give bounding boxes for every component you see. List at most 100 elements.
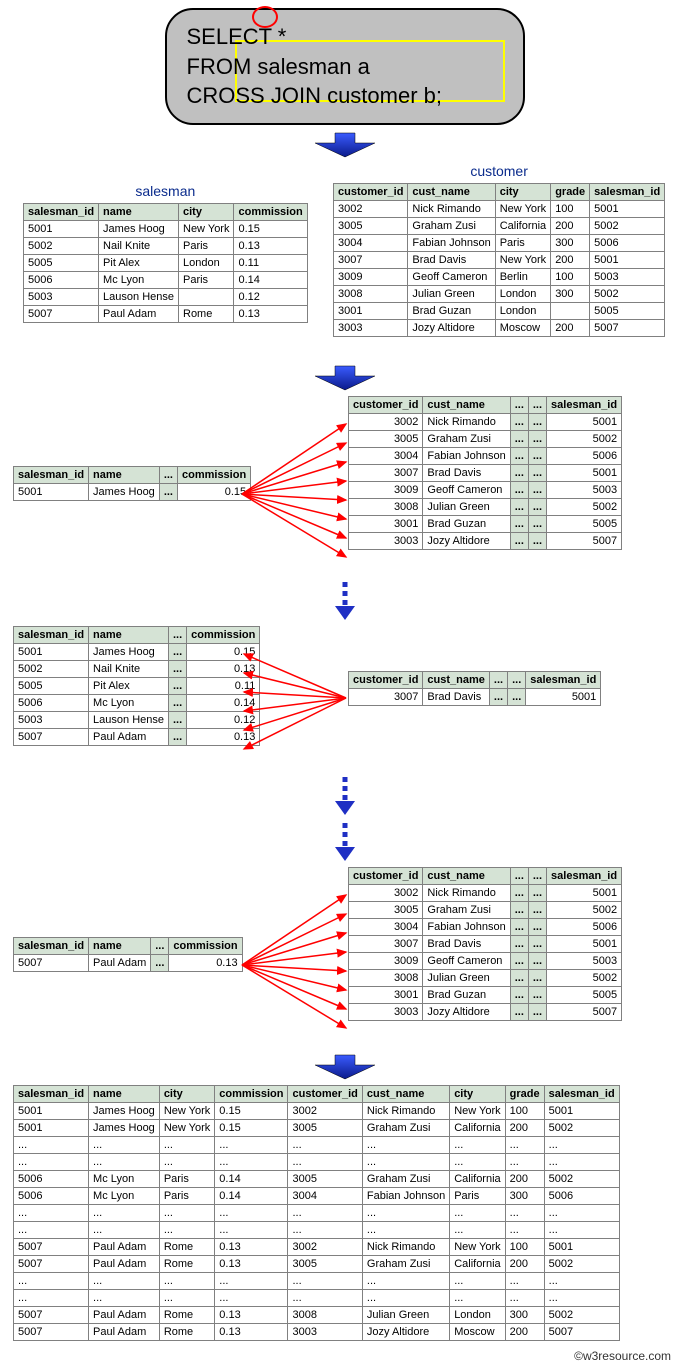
table-cell: 0.13 xyxy=(215,1256,288,1273)
table-cell: 5007 xyxy=(590,320,665,337)
table-cell: 5001 xyxy=(544,1103,619,1120)
table-cell: 5006 xyxy=(14,1171,89,1188)
table-cell: 0.13 xyxy=(215,1307,288,1324)
column-header: city xyxy=(159,1086,214,1103)
table-cell: 200 xyxy=(505,1256,544,1273)
table-cell: 3005 xyxy=(288,1120,362,1137)
down-arrow-2 xyxy=(8,362,681,392)
table-cell: 0.12 xyxy=(234,289,307,306)
table-row: ........................... xyxy=(14,1290,620,1307)
table-cell: Nick Rimando xyxy=(362,1103,449,1120)
table-cell: 3008 xyxy=(334,286,408,303)
salesman-table: salesman_idnamecitycommission5001James H… xyxy=(23,203,308,323)
table-cell: ... xyxy=(215,1137,288,1154)
table-row: ........................... xyxy=(14,1137,620,1154)
table-cell: 5003 xyxy=(590,269,665,286)
table-cell: 0.13 xyxy=(215,1239,288,1256)
table-cell: 5006 xyxy=(544,1188,619,1205)
table-cell: ... xyxy=(215,1222,288,1239)
table-cell: Brad Guzan xyxy=(408,303,495,320)
table-cell: ... xyxy=(14,1205,89,1222)
table-cell: ... xyxy=(450,1137,505,1154)
table-row: 3001Brad GuzanLondon5005 xyxy=(334,303,665,320)
table-cell: ... xyxy=(505,1205,544,1222)
table-cell: 0.14 xyxy=(234,272,307,289)
table-row: ........................... xyxy=(14,1222,620,1239)
table-cell: ... xyxy=(450,1205,505,1222)
table-cell: New York xyxy=(495,252,550,269)
table-cell: Paris xyxy=(179,238,234,255)
column-header: commission xyxy=(234,204,307,221)
table-row: 3007Brad DavisNew York2005001 xyxy=(334,252,665,269)
table-cell: Nick Rimando xyxy=(362,1239,449,1256)
table-cell: California xyxy=(450,1120,505,1137)
table-cell: ... xyxy=(215,1154,288,1171)
table-cell: New York xyxy=(450,1103,505,1120)
table-cell: 5002 xyxy=(590,286,665,303)
table-cell: 3002 xyxy=(334,201,408,218)
table-cell: 0.13 xyxy=(215,1324,288,1341)
table-cell: 5007 xyxy=(544,1324,619,1341)
table-cell: California xyxy=(450,1171,505,1188)
table-cell: 5002 xyxy=(544,1256,619,1273)
salesman-title: salesman xyxy=(23,183,308,199)
table-cell: 5001 xyxy=(590,201,665,218)
table-cell: ... xyxy=(544,1154,619,1171)
table-cell: ... xyxy=(450,1222,505,1239)
table-cell: ... xyxy=(362,1154,449,1171)
table-cell: ... xyxy=(505,1290,544,1307)
table-cell: 5002 xyxy=(544,1307,619,1324)
table-cell: Rome xyxy=(159,1307,214,1324)
table-cell: 5005 xyxy=(24,255,99,272)
table-cell: 5007 xyxy=(14,1256,89,1273)
table-cell: 0.13 xyxy=(234,306,307,323)
table-cell: 300 xyxy=(505,1188,544,1205)
table-cell: Paris xyxy=(179,272,234,289)
table-cell: ... xyxy=(14,1290,89,1307)
table-cell: 3003 xyxy=(334,320,408,337)
table-row: 5007Paul AdamRome0.133003Jozy AltidoreMo… xyxy=(14,1324,620,1341)
table-cell: 5002 xyxy=(544,1171,619,1188)
column-header: city xyxy=(495,184,550,201)
table-cell: 200 xyxy=(551,320,590,337)
table-cell: ... xyxy=(159,1273,214,1290)
table-cell: ... xyxy=(362,1222,449,1239)
table-cell: Moscow xyxy=(450,1324,505,1341)
table-row: 5003Lauson Hense0.12 xyxy=(24,289,308,306)
table-cell: ... xyxy=(89,1273,160,1290)
table-cell: Rome xyxy=(179,306,234,323)
table-cell: 0.14 xyxy=(215,1188,288,1205)
table-cell: London xyxy=(495,303,550,320)
table-row: 5006Mc LyonParis0.14 xyxy=(24,272,308,289)
table-cell: Graham Zusi xyxy=(362,1171,449,1188)
table-cell: New York xyxy=(179,221,234,238)
table-cell: Paul Adam xyxy=(99,306,179,323)
table-cell: ... xyxy=(450,1273,505,1290)
table-row: 3004Fabian JohnsonParis3005006 xyxy=(334,235,665,252)
column-header: customer_id xyxy=(334,184,408,201)
table-cell: 5007 xyxy=(14,1307,89,1324)
table-cell: Paul Adam xyxy=(89,1239,160,1256)
table-row: 3009Geoff CameronBerlin1005003 xyxy=(334,269,665,286)
table-cell: Jozy Altidore xyxy=(408,320,495,337)
table-row: 5007Paul AdamRome0.133002Nick RimandoNew… xyxy=(14,1239,620,1256)
column-header: commission xyxy=(215,1086,288,1103)
fanout-arrows-1 xyxy=(8,396,689,576)
table-cell: Mc Lyon xyxy=(89,1188,160,1205)
column-header: salesman_id xyxy=(14,1086,89,1103)
table-row: 5001James HoogNew York0.153002Nick Riman… xyxy=(14,1103,620,1120)
table-row: 3002Nick RimandoNew York1005001 xyxy=(334,201,665,218)
table-cell: James Hoog xyxy=(89,1103,160,1120)
table-cell: 5002 xyxy=(24,238,99,255)
sql-line-1: SELECT * xyxy=(187,22,503,52)
table-cell: ... xyxy=(288,1290,362,1307)
table-cell: Pit Alex xyxy=(99,255,179,272)
table-cell: 200 xyxy=(505,1324,544,1341)
table-cell: 100 xyxy=(505,1103,544,1120)
result-table: salesman_idnamecitycommissioncustomer_id… xyxy=(13,1085,620,1341)
column-header: cust_name xyxy=(362,1086,449,1103)
column-header: salesman_id xyxy=(590,184,665,201)
table-cell: 100 xyxy=(551,269,590,286)
dashed-down-arrow-2 xyxy=(8,775,681,817)
table-cell: Paris xyxy=(159,1171,214,1188)
